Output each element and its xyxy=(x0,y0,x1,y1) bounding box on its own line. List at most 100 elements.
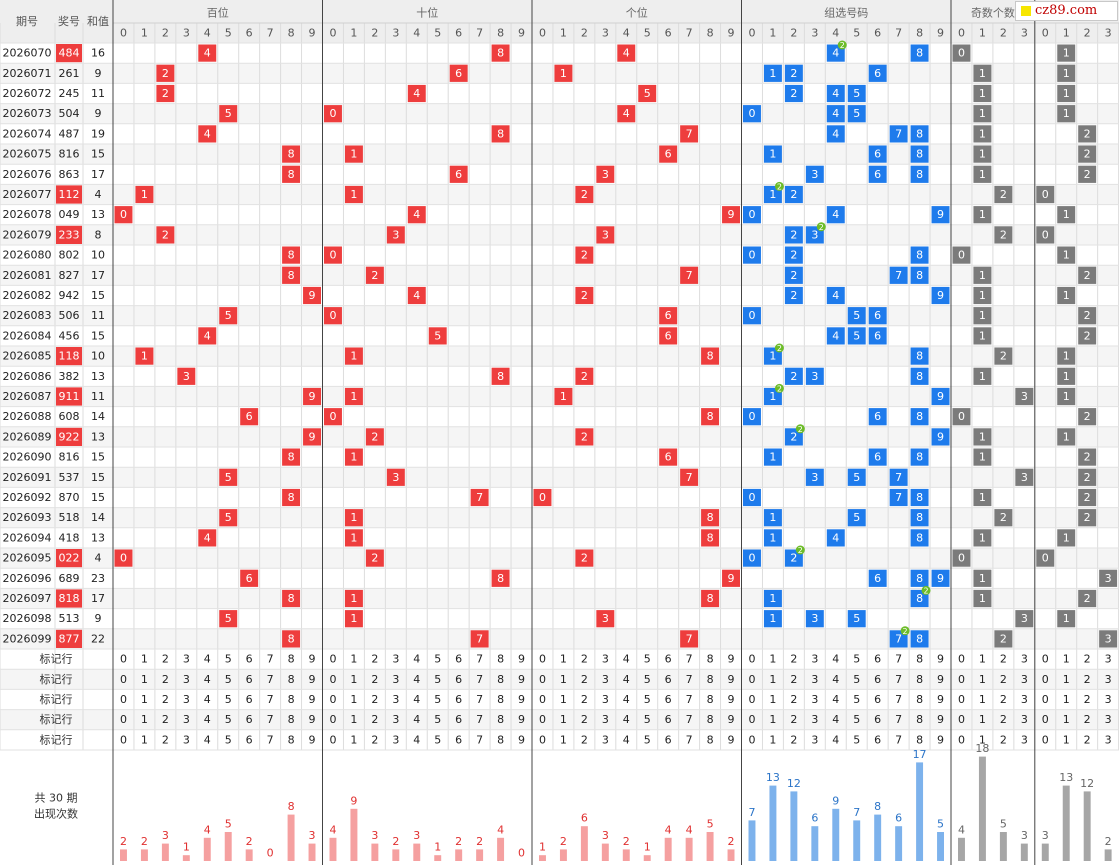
odd-count-marker xyxy=(994,347,1013,365)
sum-cell: 15 xyxy=(91,471,105,484)
big-count-marker xyxy=(1057,347,1076,365)
big-count-marker xyxy=(1036,185,1055,204)
sum-cell: 8 xyxy=(95,228,102,241)
position-digit-marker xyxy=(344,529,363,547)
header-digit: 5 xyxy=(434,27,441,40)
group-digit-text: 2 xyxy=(790,430,797,443)
big-count-marker xyxy=(1057,206,1076,224)
group-digit-marker xyxy=(868,569,887,587)
sum-cell: 11 xyxy=(91,87,105,100)
marker-digit: 0 xyxy=(958,653,965,666)
position-digit-text: 8 xyxy=(707,511,714,524)
header-group-label: 十位 xyxy=(416,6,438,20)
marker-digit: 0 xyxy=(958,733,965,746)
group-digit-text: 9 xyxy=(937,390,944,403)
header-digit: 0 xyxy=(539,27,546,40)
group-digit-marker xyxy=(847,84,866,103)
marker-digit: 6 xyxy=(874,733,881,746)
site-logo[interactable]: cz89.com xyxy=(1015,1,1118,21)
row-background xyxy=(0,588,1119,609)
big-count-marker xyxy=(1078,488,1097,507)
frequency-bar xyxy=(308,843,316,861)
position-digit-marker xyxy=(282,145,301,163)
marker-digit: 3 xyxy=(1021,713,1028,726)
marker-digit: 0 xyxy=(329,713,336,726)
repeat-count-text: 2 xyxy=(798,425,803,434)
header-digit: 9 xyxy=(937,27,944,40)
header-digit: 3 xyxy=(392,27,399,40)
group-digit-marker xyxy=(931,569,950,587)
position-digit-marker xyxy=(303,428,321,446)
odd-count-text: 1 xyxy=(979,269,986,282)
position-digit-text: 4 xyxy=(204,329,211,342)
frequency-label: 13 xyxy=(1059,771,1073,784)
marker-digit: 1 xyxy=(350,653,357,666)
group-digit-marker xyxy=(847,105,866,123)
group-digit-text: 1 xyxy=(769,531,776,544)
marker-digit: 5 xyxy=(644,673,651,686)
position-digit-text: 8 xyxy=(288,592,295,605)
position-digit-text: 8 xyxy=(497,47,504,60)
frequency-label: 3 xyxy=(1042,829,1049,842)
big-count-marker xyxy=(1078,125,1097,143)
header-sum-label: 和值 xyxy=(87,15,109,28)
sum-cell: 19 xyxy=(91,127,105,140)
group-digit-marker xyxy=(847,327,866,345)
group-digit-text: 8 xyxy=(916,572,923,585)
frequency-label: 3 xyxy=(1021,829,1028,842)
group-digit-marker xyxy=(910,44,929,62)
marker-digit: 0 xyxy=(539,733,546,746)
position-digit-marker xyxy=(407,286,426,305)
position-digit-marker xyxy=(324,307,342,325)
position-digit-marker xyxy=(701,529,720,547)
position-digit-marker xyxy=(659,307,678,325)
repeat-count-text: 2 xyxy=(924,586,929,595)
marker-digit: 9 xyxy=(937,733,944,746)
prize-number-cell: 689 xyxy=(59,572,80,585)
position-digit-text: 4 xyxy=(623,47,630,60)
big-count-text: 2 xyxy=(1084,471,1091,484)
group-digit-marker xyxy=(826,327,845,345)
group-digit-text: 0 xyxy=(748,249,755,262)
marker-digit: 3 xyxy=(602,673,609,686)
header-digit: 6 xyxy=(665,27,672,40)
marker-digit: 8 xyxy=(916,693,923,706)
marker-digit: 9 xyxy=(728,713,735,726)
marker-digit: 5 xyxy=(434,693,441,706)
group-digit-text: 6 xyxy=(874,410,881,423)
repeat-count-text: 2 xyxy=(903,627,908,636)
repeat-count-badge-icon xyxy=(774,343,784,353)
marker-digit: 8 xyxy=(707,693,714,706)
odd-count-text: 1 xyxy=(979,572,986,585)
group-digit-text: 3 xyxy=(811,168,818,181)
marker-digit: 1 xyxy=(979,693,986,706)
marker-digit: 4 xyxy=(204,693,211,706)
period-cell: 2026089 xyxy=(3,430,52,443)
prize-number-cell: 022 xyxy=(59,552,80,565)
sum-cell: 11 xyxy=(91,309,105,322)
header-digit: 8 xyxy=(288,27,295,40)
repeat-count-text: 2 xyxy=(819,223,824,232)
marker-digit: 3 xyxy=(183,653,190,666)
marker-digit: 6 xyxy=(665,673,672,686)
odd-count-marker xyxy=(973,529,992,547)
position-digit-marker xyxy=(219,509,238,527)
big-count-marker xyxy=(1078,165,1097,183)
row-background xyxy=(0,548,1119,569)
position-digit-text: 8 xyxy=(497,572,504,585)
position-digit-text: 6 xyxy=(246,410,253,423)
logo-square-icon xyxy=(1021,6,1031,16)
position-digit-marker xyxy=(344,185,363,204)
marker-digit: 7 xyxy=(686,693,693,706)
group-digit-marker xyxy=(826,529,845,547)
frequency-bar xyxy=(497,837,505,861)
big-count-text: 0 xyxy=(1042,552,1049,565)
position-digit-marker xyxy=(198,529,217,547)
group-digit-marker xyxy=(743,206,761,224)
header-digit: 0 xyxy=(748,27,755,40)
header-digit: 1 xyxy=(141,27,148,40)
big-count-marker xyxy=(1078,448,1097,466)
big-count-text: 2 xyxy=(1084,410,1091,423)
position-digit-text: 8 xyxy=(288,451,295,464)
frequency-bar xyxy=(895,826,903,861)
